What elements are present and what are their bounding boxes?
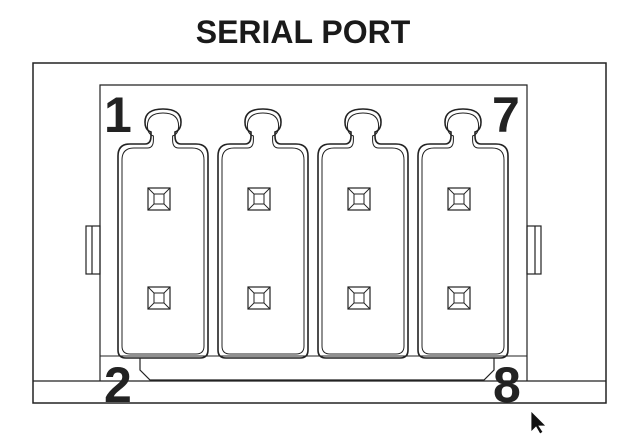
pin-contact-bottom [147, 286, 171, 310]
pin-contact-top-bevel [363, 203, 371, 211]
pin-contact-top-inner [253, 193, 265, 205]
pin-slot [417, 108, 509, 359]
pin-contact-bottom-bevel [263, 286, 271, 294]
pin-contact-bottom-bevel [447, 286, 455, 294]
pin-slot [217, 108, 309, 359]
pin-contact-top [347, 187, 371, 211]
pin-label-2: 2 [104, 357, 132, 413]
pin-slot-outline [117, 108, 209, 359]
pin-contact-top-bevel [147, 203, 155, 211]
pin-contact-top-inner [153, 193, 165, 205]
pin-contact-bottom-inner [253, 292, 265, 304]
pin-contact-bottom-bevel [147, 302, 155, 310]
pin-contact-top [147, 187, 171, 211]
pin-slot-inner-outline [321, 112, 405, 355]
pin-label-8: 8 [493, 357, 521, 413]
pin-slot-inner-outline [221, 112, 305, 355]
pin-contact-bottom [347, 286, 371, 310]
pin-contact-bottom-bevel [347, 302, 355, 310]
pin-contact-bottom-inner [353, 292, 365, 304]
pin-contact-top [447, 187, 471, 211]
pin-contact-top-bevel [447, 187, 455, 195]
pin-contact-bottom-inner [453, 292, 465, 304]
pin-contact-top-bevel [247, 203, 255, 211]
pin-contact-top-bevel [263, 203, 271, 211]
pin-contact-top-inner [453, 193, 465, 205]
pin-label-1: 1 [104, 87, 132, 143]
pin-label-7: 7 [492, 87, 520, 143]
pin-contact-bottom-bevel [247, 302, 255, 310]
pin-contact-top-bevel [363, 187, 371, 195]
pin-contact-bottom-bevel [147, 286, 155, 294]
pin-contact-bottom-bevel [363, 286, 371, 294]
pin-slot [317, 108, 409, 359]
pin-contact-top-bevel [263, 187, 271, 195]
pin-contact-bottom-bevel [263, 302, 271, 310]
pin-contact-top-bevel [463, 203, 471, 211]
left-latch [85, 225, 101, 275]
pin-contact-top-bevel [163, 203, 171, 211]
pin-contact-bottom-bevel [163, 286, 171, 294]
pin-slot-inner-outline [121, 112, 205, 355]
pin-contact-top-bevel [347, 187, 355, 195]
connector-housing [32, 62, 607, 404]
pin-contact-bottom-bevel [447, 302, 455, 310]
pin-contact-bottom-bevel [247, 286, 255, 294]
connector-inner-frame [99, 84, 528, 381]
connector-bottom-shelf [139, 358, 495, 381]
pin-contact-bottom [447, 286, 471, 310]
pin-slot-outline [417, 108, 509, 359]
pin-contact-bottom [247, 286, 271, 310]
pin-contact-top-bevel [247, 187, 255, 195]
pin-contact-bottom-bevel [463, 302, 471, 310]
pin-slot [117, 108, 209, 359]
pin-slot-inner-outline [421, 112, 505, 355]
pin-contact-bottom-bevel [163, 302, 171, 310]
pin-contact-bottom-bevel [363, 302, 371, 310]
pin-contact-top-bevel [447, 203, 455, 211]
pin-contact-top-bevel [463, 187, 471, 195]
pin-contact-top-inner [353, 193, 365, 205]
pin-contact-top [247, 187, 271, 211]
pin-contact-bottom-bevel [463, 286, 471, 294]
right-latch [526, 225, 542, 275]
pin-contact-bottom-inner [153, 292, 165, 304]
page-title: SERIAL PORT [195, 14, 411, 50]
pin-slot-outline [317, 108, 409, 359]
pin-contact-top-bevel [347, 203, 355, 211]
pin-contact-top-bevel [163, 187, 171, 195]
pin-contact-bottom-bevel [347, 286, 355, 294]
mouse-pointer-icon [530, 410, 547, 434]
pin-slot-outline [217, 108, 309, 359]
pin-contact-top-bevel [147, 187, 155, 195]
